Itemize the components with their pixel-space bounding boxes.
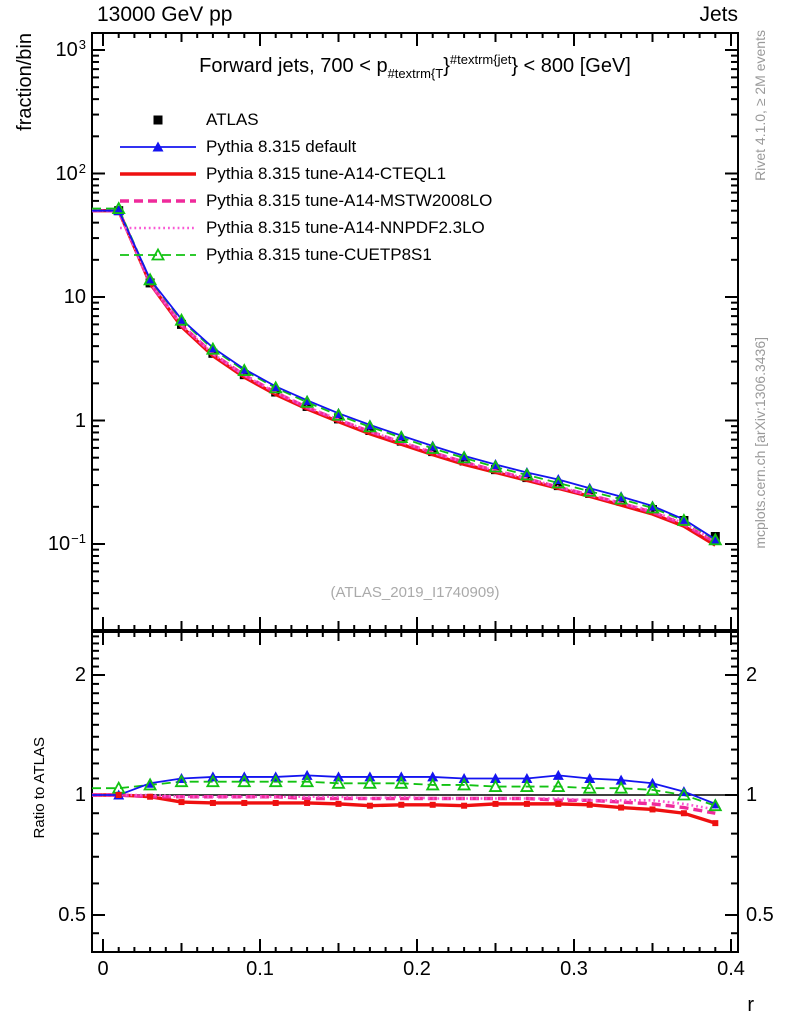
side-text-rivet-version: Rivet 4.1.0, ≥ 2M events xyxy=(752,30,768,181)
plot-title-prefix: Forward jets, 700 < p xyxy=(199,55,388,77)
series-markers-main xyxy=(111,201,723,546)
plot-title-brace: } xyxy=(443,55,450,77)
legend-marker-icon xyxy=(120,226,196,230)
y-tick-label-main: 103 xyxy=(55,37,86,61)
legend-marker-icon xyxy=(153,115,163,125)
legend-entry-2: Pythia 8.315 tune-A14-CTEQL1 xyxy=(118,164,492,183)
watermark-analysis-id: (ATLAS_2019_I1740909) xyxy=(330,584,500,601)
legend-marker-icon xyxy=(120,247,196,261)
legend-entry-3: Pythia 8.315 tune-A14-MSTW2008LO xyxy=(118,191,493,210)
x-tick-label: 0.4 xyxy=(717,958,745,980)
y-tick-label-ratio-left: 2 xyxy=(74,664,86,686)
y-tick-label-ratio-left: 1 xyxy=(74,784,86,806)
legend: ATLAS Pythia 8.315 default Pythia 8.315 tu… xyxy=(118,110,493,273)
x-tick-label: 0.1 xyxy=(246,958,274,980)
x-tick-label: 0.3 xyxy=(560,958,588,980)
y-tick-label-ratio-left: 0.5 xyxy=(58,903,86,926)
y-tick-label-ratio-right: 1 xyxy=(746,784,758,806)
header-analysis-group: Jets xyxy=(699,3,738,26)
y-tick-label-main: 10−1 xyxy=(47,531,86,555)
y-tick-label-ratio-right: 0.5 xyxy=(746,903,774,926)
x-axis-title: r xyxy=(747,994,754,1016)
legend-label: ATLAS xyxy=(206,110,259,129)
legend-entry-4: Pythia 8.315 tune-A14-NNPDF2.3LO xyxy=(118,218,492,237)
plot-title-suffix: } < 800 [GeV] xyxy=(511,55,631,77)
plot-title-superscript: #textrm{jet xyxy=(449,52,512,67)
legend-entry-0: ATLAS xyxy=(118,110,492,129)
legend-marker-icon xyxy=(120,172,196,176)
legend-label: Pythia 8.315 tune-A14-CTEQL1 xyxy=(206,164,447,183)
series-markers-ratio xyxy=(115,792,719,827)
legend-marker-icon xyxy=(120,199,196,203)
plot-title-subscript: #textrm{T xyxy=(387,66,444,81)
x-tick-label: 0.2 xyxy=(403,958,431,980)
side-text-mcplots-arxiv: mcplots.cern.ch [arXiv:1306.3436] xyxy=(752,337,768,549)
header-beam-energy: 13000 GeV pp xyxy=(97,3,233,26)
legend-label: Pythia 8.315 tune-A14-NNPDF2.3LO xyxy=(206,218,485,237)
y-tick-label-main: 102 xyxy=(55,160,86,185)
legend-label: Pythia 8.315 tune-A14-MSTW2008LO xyxy=(206,191,493,210)
legend-label: Pythia 8.315 default xyxy=(206,137,357,156)
y-tick-label-ratio-right: 2 xyxy=(746,664,758,686)
series-markers-ratio xyxy=(111,774,723,812)
y-tick-label-main: 1 xyxy=(74,409,86,432)
plot-title: Forward jets, 700 < p#textrm{T}#textrm{j… xyxy=(92,52,738,81)
y-tick-label-main: 10 xyxy=(63,286,86,308)
x-tick-label: 0 xyxy=(97,958,109,980)
legend-entry-1: Pythia 8.315 default xyxy=(118,137,492,156)
legend-label: Pythia 8.315 tune-CUETP8S1 xyxy=(206,245,432,264)
legend-marker-icon xyxy=(120,141,196,152)
legend-entry-5: Pythia 8.315 tune-CUETP8S1 xyxy=(118,245,492,264)
